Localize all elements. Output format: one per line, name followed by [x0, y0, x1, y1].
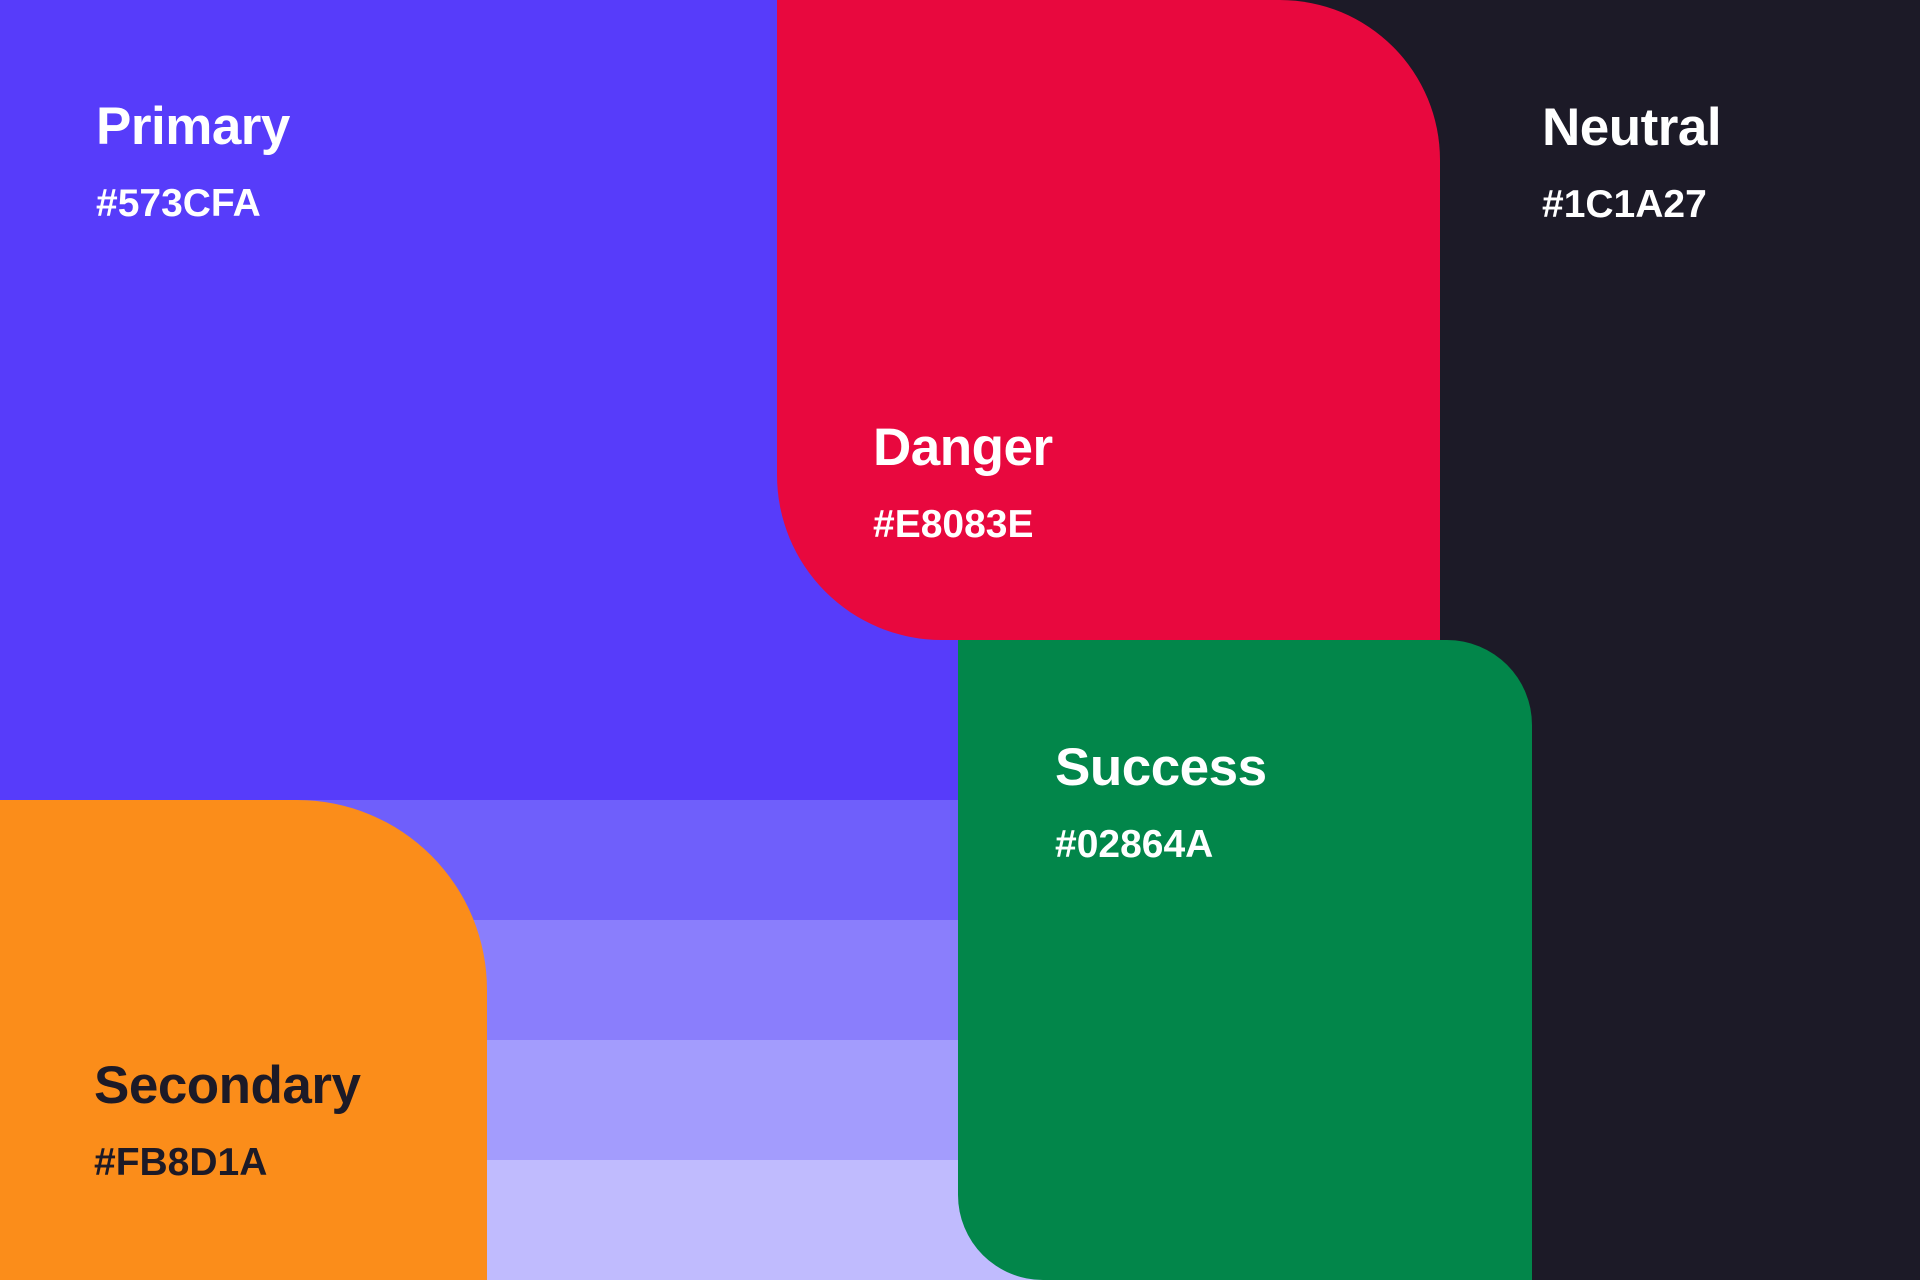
secondary-title: Secondary [94, 1056, 361, 1115]
success-hex-code: #02864A [1055, 823, 1214, 866]
secondary-hex-code: #FB8D1A [94, 1141, 268, 1184]
danger-swatch [777, 0, 1440, 640]
primary-label: Primary #573CFA [96, 100, 290, 223]
success-label: Success #02864A [1055, 741, 1267, 864]
danger-label: Danger #E8083E [873, 421, 1053, 544]
primary-hex-code: #573CFA [96, 182, 261, 225]
primary-title: Primary [96, 97, 290, 156]
secondary-swatch [0, 800, 487, 1280]
danger-hex-code: #E8083E [873, 503, 1034, 546]
danger-title: Danger [873, 418, 1053, 477]
neutral-label: Neutral #1C1A27 [1542, 98, 1722, 226]
neutral-title: Neutral [1542, 98, 1722, 157]
secondary-label: Secondary #FB8D1A [94, 1059, 361, 1182]
success-title: Success [1055, 738, 1267, 797]
neutral-hex-code: #1C1A27 [1542, 183, 1707, 226]
success-swatch [958, 640, 1532, 1280]
